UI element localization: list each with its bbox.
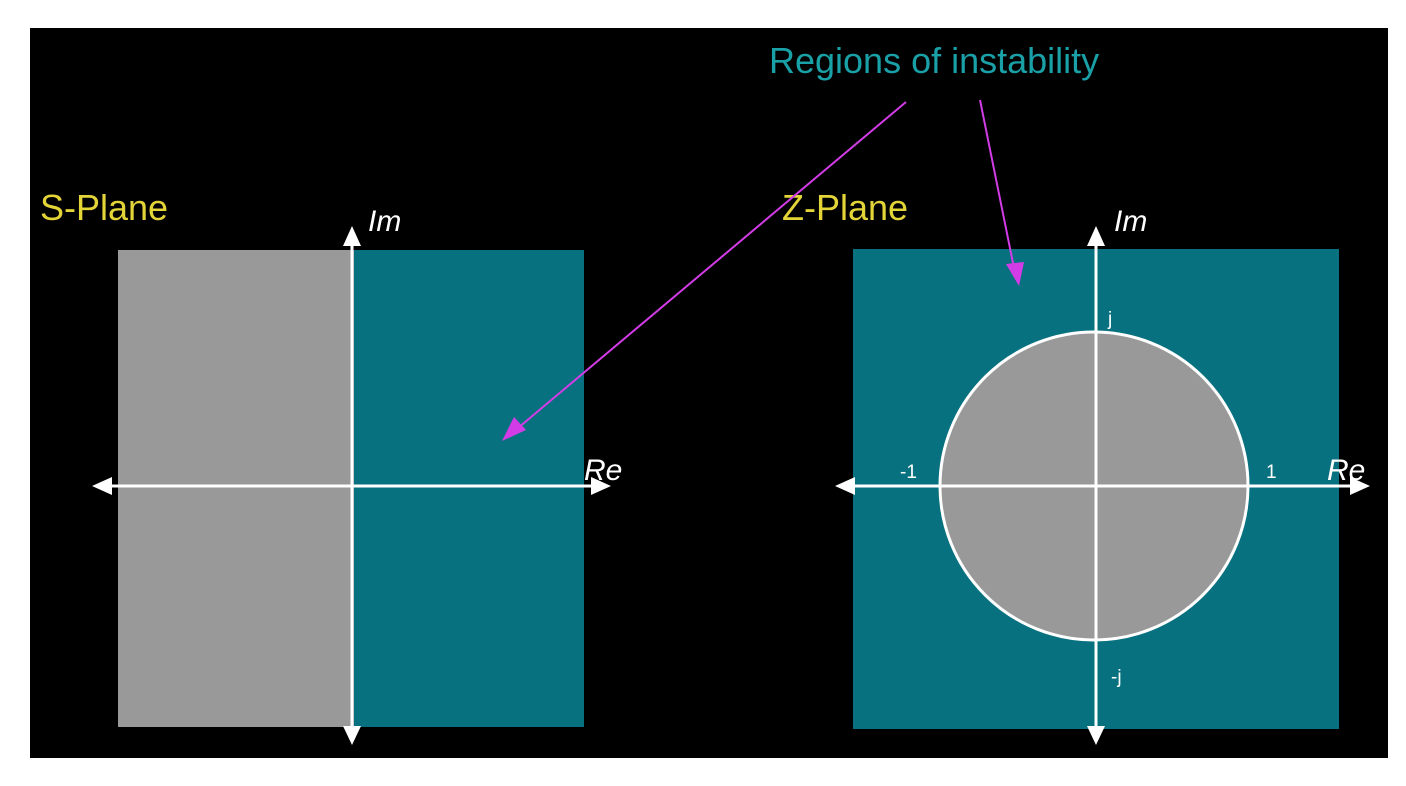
z-plane-imag-axis-up-arrow <box>1087 226 1105 246</box>
s-plane-imag-axis-down-arrow <box>343 726 361 745</box>
s-plane-im-label: Im <box>368 205 401 238</box>
z-plane-tick-1: 1 <box>1266 462 1277 483</box>
z-plane-tick-neg-j: -j <box>1111 667 1122 688</box>
diagram-canvas: S-Plane Im Re Z-Plane Im Re j -j <box>30 28 1388 758</box>
s-plane-real-axis-right-arrow <box>591 477 611 495</box>
s-plane-real-axis-left-arrow <box>92 477 112 495</box>
s-plane-title: S-Plane <box>40 187 168 228</box>
annotation-arrow-s-plane-line <box>517 101 907 429</box>
z-plane-re-label: Re <box>1327 454 1365 487</box>
z-plane-tick-neg-1: -1 <box>900 462 917 483</box>
s-plane-re-label: Re <box>584 454 622 487</box>
annotation-arrow-z-plane-line <box>979 99 1015 269</box>
z-plane-title: Z-Plane <box>782 187 908 228</box>
s-plane: S-Plane Im Re <box>40 187 622 745</box>
s-plane-imag-axis-up-arrow <box>343 226 361 246</box>
annotation-arrow-s-plane-head <box>502 417 526 441</box>
stability-diagram: S-Plane Im Re Z-Plane Im Re j -j <box>40 40 1370 745</box>
annotation-arrow-z-plane-head <box>1006 262 1024 286</box>
z-plane: Z-Plane Im Re j -j -1 1 <box>782 187 1370 745</box>
s-plane-unstable-region <box>354 250 584 727</box>
s-plane-stable-region <box>118 250 354 727</box>
instability-annotation: Regions of instability <box>502 40 1099 441</box>
z-plane-imag-axis-down-arrow <box>1087 726 1105 745</box>
z-plane-real-axis-right-arrow <box>1350 477 1370 495</box>
annotation-text: Regions of instability <box>769 40 1099 81</box>
z-plane-im-label: Im <box>1114 205 1147 238</box>
z-plane-tick-j: j <box>1107 309 1112 330</box>
z-plane-real-axis-left-arrow <box>835 477 855 495</box>
